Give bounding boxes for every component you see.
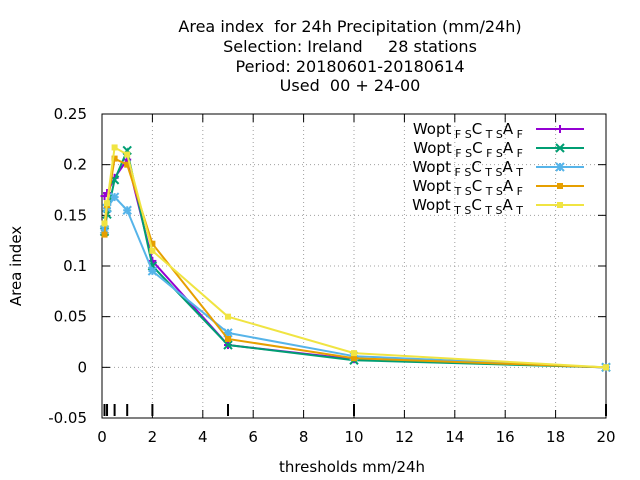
- data-point: [223, 328, 233, 338]
- chart-title-line-4: Used 00 + 24-00: [279, 76, 421, 95]
- x-tick-label: 18: [546, 428, 565, 446]
- x-tick-label: 2: [148, 428, 158, 446]
- data-point: [557, 202, 563, 208]
- data-point: [351, 355, 357, 362]
- chart-title-line-1: Area index for 24h Precipitation (mm/24h…: [178, 17, 522, 36]
- y-tick-label: 0.05: [54, 308, 87, 326]
- series-3: [99, 192, 611, 373]
- data-point: [603, 364, 609, 371]
- legend-label: Wopt F SC T SA F: [413, 120, 523, 141]
- data-point: [124, 161, 131, 168]
- data-point: [147, 266, 158, 276]
- y-tick-label: 0.25: [54, 105, 87, 123]
- x-tick-label: 8: [299, 428, 309, 446]
- series-1: [100, 155, 610, 372]
- legend-label: Wopt T SC T SA F: [412, 177, 523, 198]
- data-point: [555, 162, 565, 172]
- data-point: [556, 125, 564, 133]
- x-tick-label: 4: [198, 428, 208, 446]
- x-tick-label: 14: [445, 428, 464, 446]
- x-tick-label: 16: [496, 428, 515, 446]
- y-tick-label: -0.05: [48, 409, 87, 427]
- data-point: [351, 350, 357, 357]
- data-point: [557, 183, 563, 189]
- series-2: [99, 145, 611, 373]
- data-point: [223, 340, 233, 350]
- data-point: [101, 220, 108, 227]
- series-line: [103, 147, 607, 369]
- series-line: [103, 157, 607, 369]
- series-4: [101, 155, 609, 371]
- x-tick-label: 0: [97, 428, 107, 446]
- series-5: [101, 144, 609, 371]
- data-point: [149, 240, 156, 247]
- data-point: [122, 205, 132, 215]
- legend-label: Wopt F SC F SA F: [413, 139, 523, 160]
- y-tick-label: 0.2: [63, 156, 87, 174]
- axis-ticks: -0.05 0 0.05 0.1 0.15 0.2 0.25 0 2 4 6 8 10 12 14 16 18 2…: [48, 105, 615, 446]
- legend-entry-5: Wopt T SC T SA T: [412, 196, 584, 217]
- data-point: [124, 151, 131, 158]
- series-line: [103, 157, 607, 369]
- legend-label: Wopt T SC T SA T: [412, 196, 523, 217]
- y-tick-label: 0.1: [63, 257, 87, 275]
- chart-title-line-2: Selection: Ireland 28 stations: [223, 37, 477, 56]
- data-point: [111, 144, 118, 151]
- series-line: [103, 195, 607, 369]
- grid-lines: [102, 114, 606, 418]
- legend-entry-1: Wopt F SC T SA F: [413, 120, 584, 141]
- legend-label: Wopt F SC T SA T: [412, 158, 523, 179]
- y-axis-label: Area index: [7, 226, 25, 306]
- series-line: [103, 145, 607, 369]
- legend-entry-2: Wopt F SC F SA F: [413, 139, 584, 160]
- chart-title-line-3: Period: 20180601-20180614: [235, 57, 465, 76]
- data-point: [555, 143, 565, 153]
- data-series: [99, 144, 611, 373]
- threshold-marks: [103, 404, 607, 416]
- y-tick-label: 0.15: [54, 206, 87, 224]
- data-point: [149, 247, 156, 254]
- data-point: [109, 192, 120, 202]
- x-tick-label: 6: [248, 428, 258, 446]
- x-axis-label: thresholds mm/24h: [279, 458, 425, 476]
- data-point: [225, 313, 231, 320]
- x-tick-label: 12: [395, 428, 414, 446]
- x-tick-label: 10: [344, 428, 363, 446]
- data-point: [104, 200, 111, 207]
- data-point: [225, 335, 231, 342]
- y-tick-label: 0: [77, 358, 87, 376]
- data-point: [101, 231, 108, 238]
- data-point: [111, 155, 118, 162]
- legend-entry-3: Wopt F SC T SA T: [412, 158, 584, 179]
- x-tick-label: 20: [596, 428, 615, 446]
- legend-entry-4: Wopt T SC T SA F: [412, 177, 584, 198]
